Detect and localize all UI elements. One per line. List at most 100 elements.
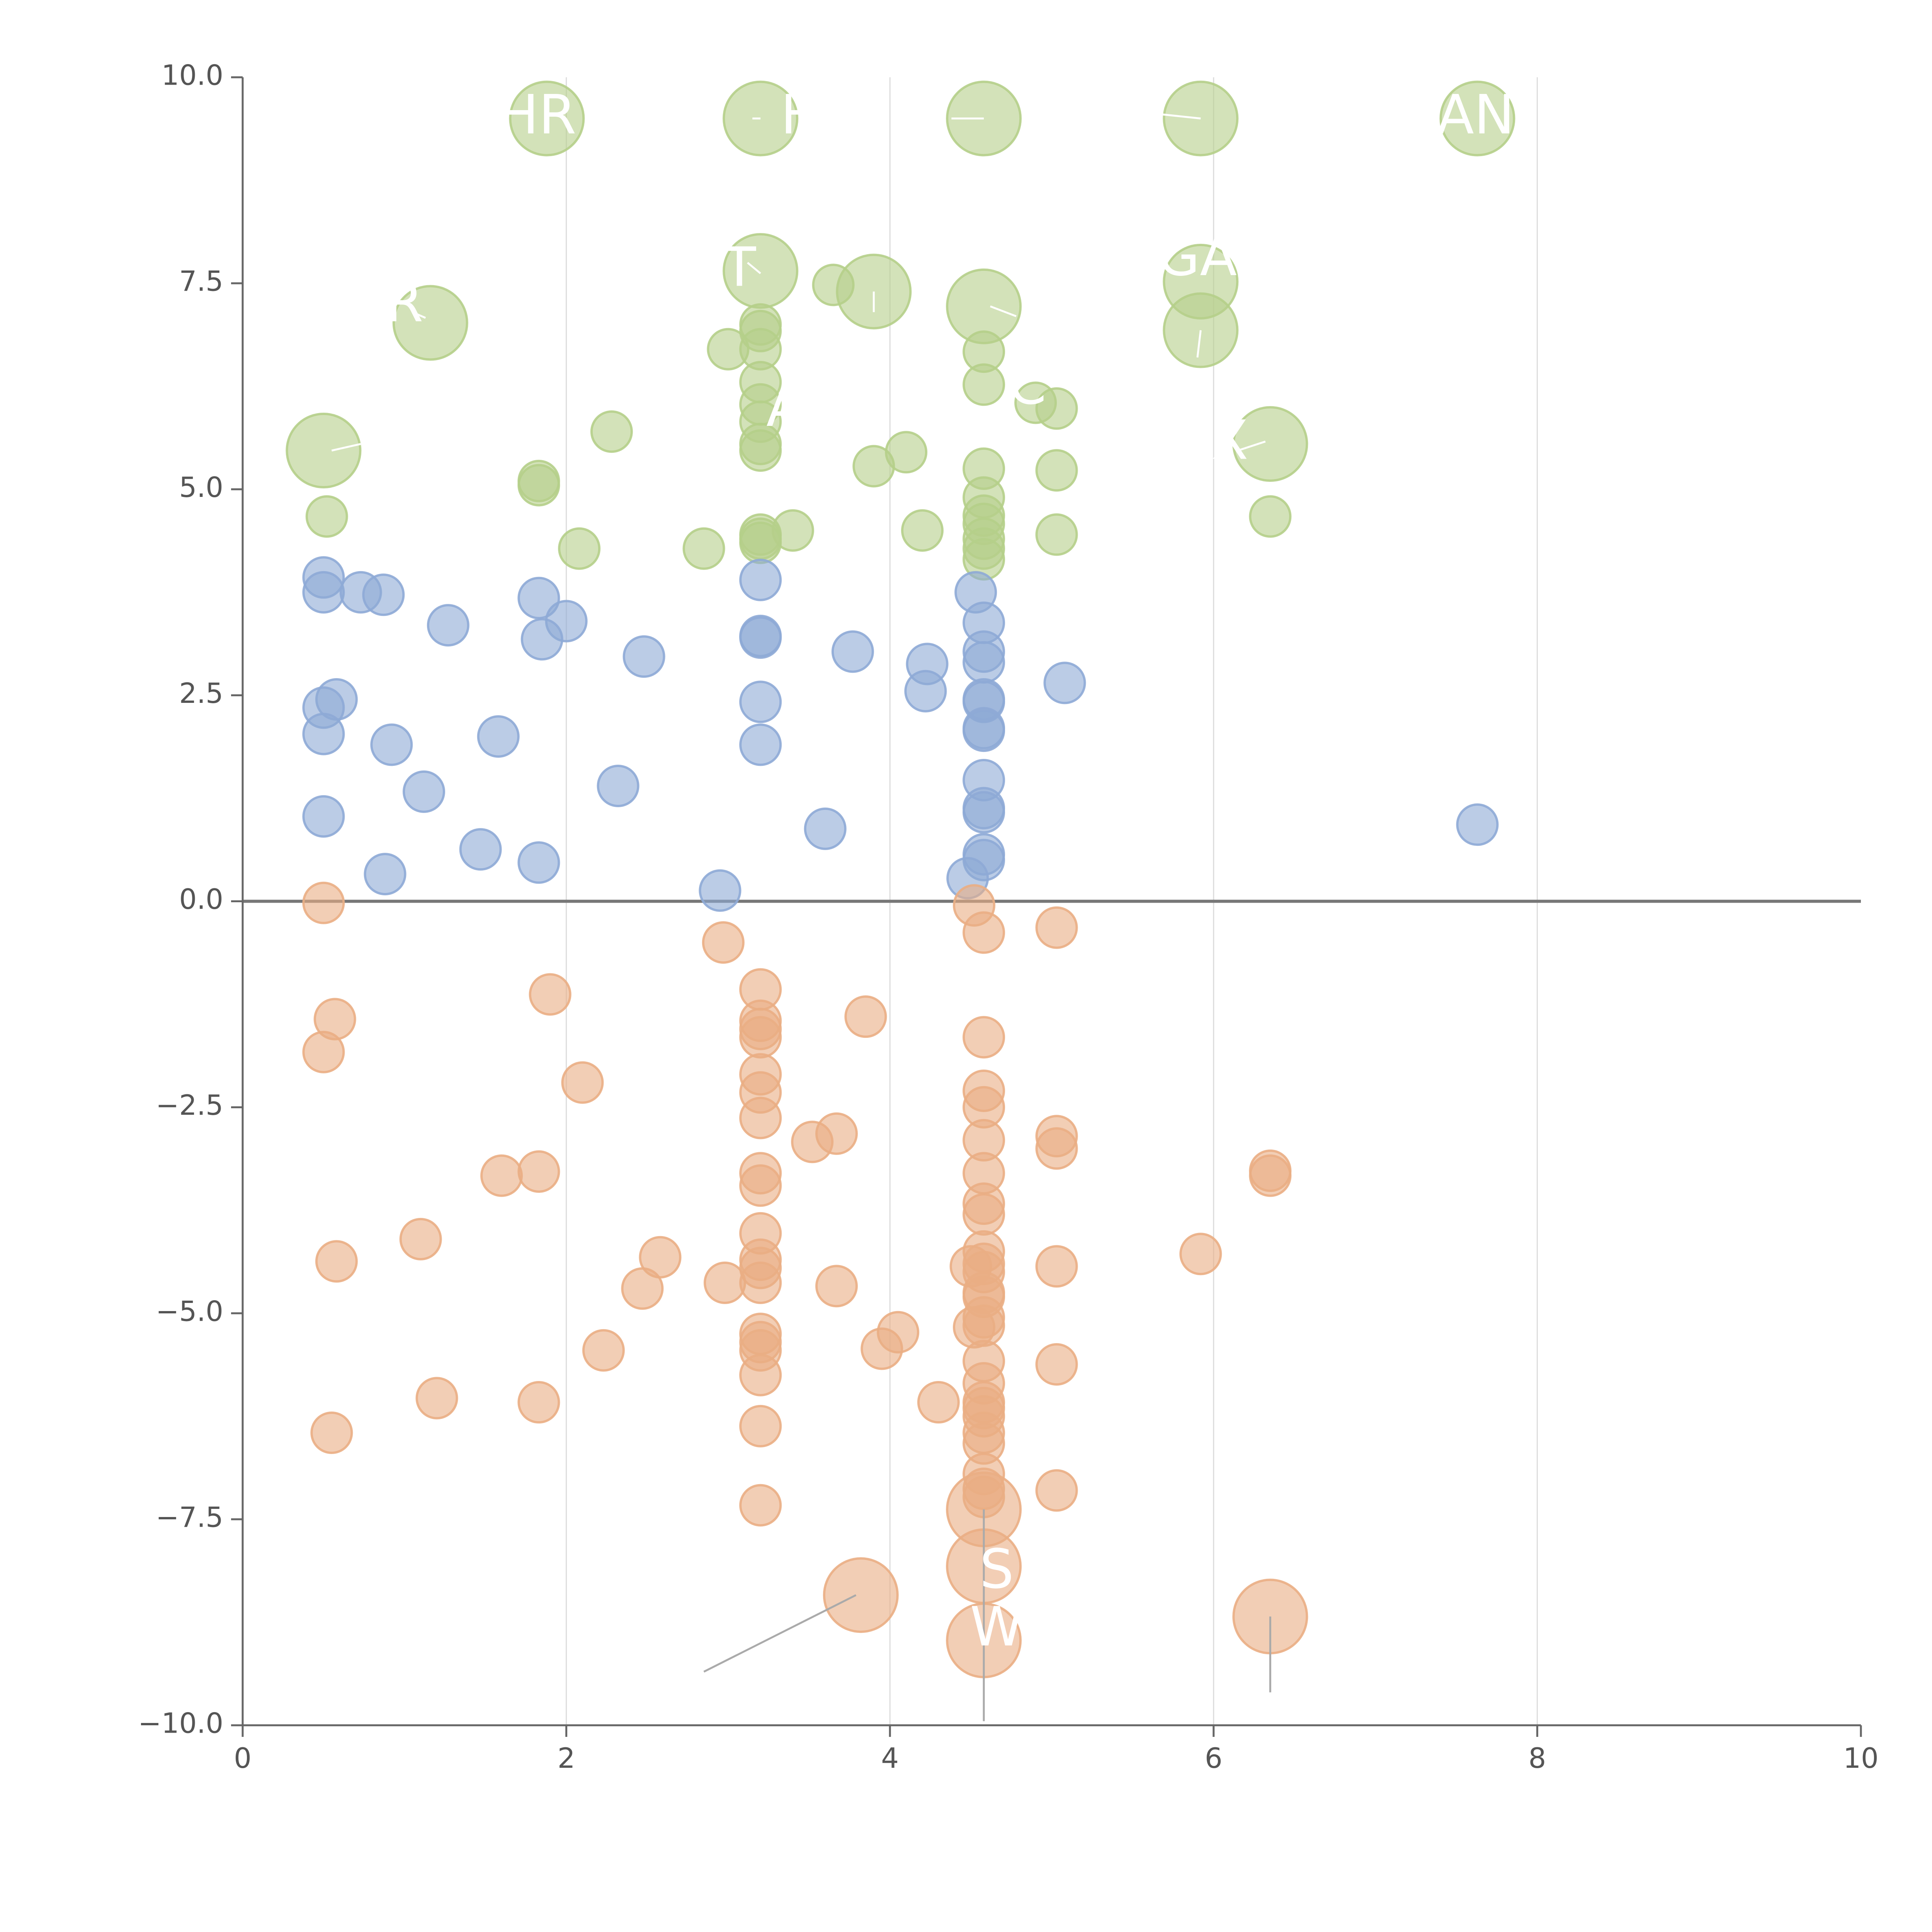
orange-bubble-62 bbox=[1035, 1343, 1078, 1386]
orange-bubble-11 bbox=[844, 995, 887, 1038]
leader-line-4 bbox=[413, 312, 426, 319]
orange-bubble-46 bbox=[704, 1261, 747, 1304]
blue-bubble-13 bbox=[831, 630, 874, 673]
blue-bubble-25 bbox=[302, 713, 345, 755]
green-bubble-13 bbox=[812, 264, 855, 306]
orange-bubble-6 bbox=[529, 973, 571, 1016]
orange-bubble-31 bbox=[1249, 1154, 1292, 1197]
blue-bubble-19 bbox=[1043, 662, 1086, 704]
leader-line-8 bbox=[1196, 330, 1202, 358]
green-bubble-27 bbox=[739, 429, 782, 472]
point-label-8: AN bbox=[1437, 83, 1515, 146]
x-tick-label-5: 10 bbox=[1843, 1742, 1879, 1774]
point-label-9: S bbox=[980, 1538, 1014, 1601]
orange-bubble-71 bbox=[739, 1405, 782, 1447]
orange-bubble-12 bbox=[963, 1016, 1005, 1059]
leader-line-0 bbox=[1162, 113, 1201, 120]
leader-line-7 bbox=[990, 305, 1017, 317]
orange-bubble-77 bbox=[1035, 1469, 1078, 1512]
y-tick-label-1: 7.5 bbox=[179, 265, 223, 298]
point-label-2: T bbox=[723, 236, 756, 299]
orange-bubble-66 bbox=[517, 1381, 560, 1424]
leader-line-3 bbox=[331, 443, 361, 452]
leader-line-5 bbox=[747, 262, 761, 274]
blue-bubble-18 bbox=[904, 670, 947, 713]
blue-bubble-29 bbox=[370, 723, 413, 766]
y-tick-label-6: −5.0 bbox=[156, 1295, 223, 1327]
orange-bubble-36 bbox=[315, 1240, 358, 1283]
orange-bubble-10 bbox=[739, 1016, 782, 1059]
blue-bubble-26 bbox=[477, 715, 520, 758]
blue-bubble-43 bbox=[364, 853, 406, 896]
blue-bubble-7 bbox=[520, 618, 563, 661]
orange-bubble-24 bbox=[1035, 1127, 1078, 1170]
orange-bubble-19 bbox=[739, 1097, 782, 1139]
y-tick-label-8: −10.0 bbox=[138, 1707, 223, 1740]
blue-bubble-32 bbox=[597, 764, 639, 807]
orange-bubble-28 bbox=[739, 1164, 782, 1207]
green-bubble-0 bbox=[509, 80, 585, 156]
orange-bubble-59 bbox=[582, 1329, 625, 1372]
point-label-4: R bbox=[386, 271, 423, 334]
green-bubble-46 bbox=[558, 527, 601, 570]
blue-bubble-37 bbox=[804, 807, 847, 850]
blue-bubble-15 bbox=[963, 641, 1005, 684]
blue-bubble-5 bbox=[427, 604, 469, 647]
orange-bubble-47 bbox=[739, 1261, 782, 1304]
green-bubble-25 bbox=[590, 410, 633, 453]
blue-bubble-22 bbox=[739, 680, 782, 723]
x-tick-label-1: 2 bbox=[558, 1742, 575, 1774]
orange-bubble-67 bbox=[917, 1381, 960, 1424]
x-tick-label-2: 4 bbox=[881, 1742, 899, 1774]
blue-bubble-39 bbox=[459, 828, 502, 871]
blue-bubble-35 bbox=[963, 791, 1005, 834]
orange-bubble-38 bbox=[1179, 1233, 1222, 1276]
green-bubble-4 bbox=[1439, 80, 1515, 156]
blue-bubble-36 bbox=[302, 795, 345, 838]
green-bubble-45 bbox=[739, 521, 782, 564]
orange-bubble-63 bbox=[739, 1354, 782, 1396]
point-label-6: C bbox=[1009, 354, 1046, 417]
green-bubble-41 bbox=[1035, 513, 1078, 556]
blue-bubble-3 bbox=[362, 573, 405, 616]
green-bubble-35 bbox=[305, 495, 348, 538]
blue-bubble-16 bbox=[622, 635, 665, 678]
green-bubble-33 bbox=[517, 464, 560, 507]
green-bubble-20 bbox=[963, 363, 1005, 406]
green-bubble-12 bbox=[1232, 406, 1308, 482]
orange-bubble-4 bbox=[702, 921, 745, 964]
orange-bubble-45 bbox=[1035, 1245, 1078, 1288]
leader-line-9 bbox=[1237, 440, 1266, 452]
blue-bubble-33 bbox=[403, 770, 446, 813]
x-tick-label-0: 0 bbox=[234, 1742, 252, 1774]
point-label-1: H bbox=[781, 83, 821, 146]
blue-bubble-38 bbox=[1456, 803, 1499, 846]
green-bubble-36 bbox=[1249, 495, 1292, 538]
orange-bubble-79 bbox=[739, 1484, 782, 1527]
green-bubble-23 bbox=[1035, 387, 1078, 430]
orange-bubble-65 bbox=[415, 1377, 458, 1420]
orange-bubble-72 bbox=[310, 1411, 353, 1454]
point-label-0: HR bbox=[498, 83, 577, 146]
green-bubble-10 bbox=[392, 285, 468, 361]
orange-bubble-48 bbox=[815, 1265, 858, 1308]
orange-bubble-25 bbox=[517, 1150, 560, 1193]
orange-bubble-3 bbox=[1035, 906, 1078, 949]
blue-bubble-1 bbox=[302, 571, 345, 614]
y-tick-label-3: 2.5 bbox=[179, 677, 223, 709]
point-label-7: X bbox=[1211, 409, 1248, 472]
leader-line-layer bbox=[331, 113, 1271, 1721]
orange-bubble-60 bbox=[861, 1327, 903, 1370]
blue-bubble-4 bbox=[517, 577, 560, 619]
blue-bubble-8 bbox=[739, 558, 782, 601]
x-tick-label-3: 6 bbox=[1205, 1742, 1223, 1774]
orange-bubble-33 bbox=[963, 1193, 1005, 1236]
blue-bubble-10 bbox=[739, 616, 782, 659]
green-bubble-47 bbox=[682, 527, 725, 570]
point-label-10: W bbox=[970, 1595, 1023, 1658]
green-bubble-11 bbox=[286, 413, 362, 489]
point-label-layer: HR H T GA R A C X AN SW bbox=[386, 83, 1514, 1658]
y-tick-label-5: −2.5 bbox=[156, 1089, 223, 1121]
green-bubble-31 bbox=[1035, 449, 1078, 492]
